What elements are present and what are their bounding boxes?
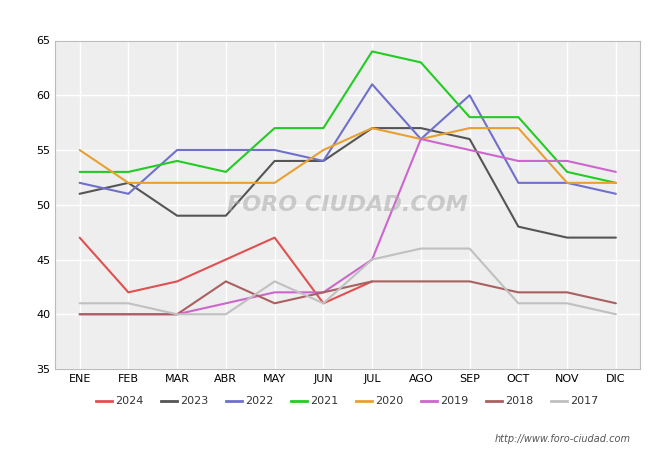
Text: 2019: 2019: [440, 396, 468, 405]
Text: FORO CIUDAD.COM: FORO CIUDAD.COM: [227, 195, 468, 215]
Text: 2024: 2024: [115, 396, 144, 405]
Text: 2020: 2020: [375, 396, 403, 405]
Text: 2018: 2018: [505, 396, 533, 405]
Text: 2022: 2022: [245, 396, 274, 405]
Text: 2017: 2017: [570, 396, 598, 405]
Text: 2023: 2023: [180, 396, 208, 405]
Text: Afiliados en Merindad de Cuesta-Urria a 31/5/2024: Afiliados en Merindad de Cuesta-Urria a …: [131, 13, 519, 28]
Text: 2021: 2021: [310, 396, 338, 405]
Text: http://www.foro-ciudad.com: http://www.foro-ciudad.com: [495, 434, 630, 444]
